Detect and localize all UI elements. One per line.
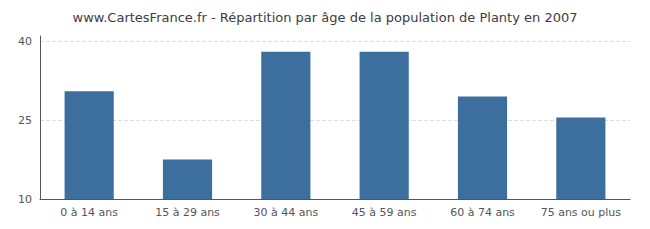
svg-text:25: 25 <box>18 114 32 127</box>
svg-text:40: 40 <box>18 35 32 48</box>
svg-text:60 à 74 ans: 60 à 74 ans <box>450 206 515 219</box>
svg-text:10: 10 <box>18 193 32 206</box>
svg-text:45 à 59 ans: 45 à 59 ans <box>352 206 417 219</box>
svg-text:30 à 44 ans: 30 à 44 ans <box>253 206 318 219</box>
svg-text:0 à 14 ans: 0 à 14 ans <box>60 206 118 219</box>
svg-text:75 ans ou plus: 75 ans ou plus <box>541 206 622 219</box>
svg-text:15 à 29 ans: 15 à 29 ans <box>155 206 220 219</box>
svg-text:www.CartesFrance.fr - Répartit: www.CartesFrance.fr - Répartition par âg… <box>73 10 578 25</box>
